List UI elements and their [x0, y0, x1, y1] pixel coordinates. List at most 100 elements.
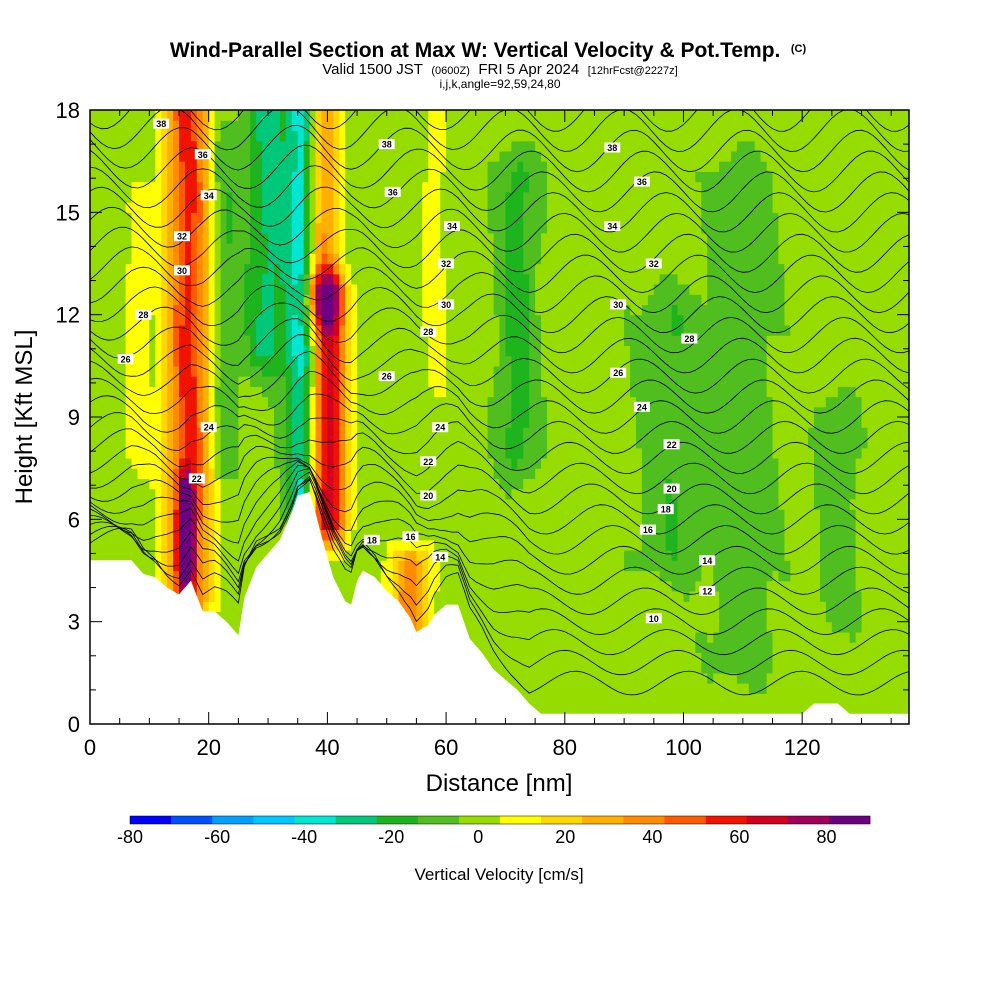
heat-cell [493, 529, 501, 541]
heat-cell [707, 560, 714, 572]
heat-cell [641, 621, 649, 633]
heat-cell [190, 417, 198, 428]
heat-cell [885, 672, 892, 684]
heat-cell [131, 498, 138, 510]
heat-cell [606, 621, 613, 633]
heat-cell [837, 529, 845, 541]
heat-cell [475, 478, 483, 490]
heat-cell [742, 447, 750, 459]
heat-cell [748, 611, 756, 623]
heat-cell [618, 591, 625, 602]
heat-cell [612, 488, 619, 500]
heat-cell [529, 376, 536, 387]
heat-cell [784, 662, 791, 674]
heat-cell [618, 611, 625, 623]
heat-cell [867, 417, 874, 428]
heat-cell [891, 457, 898, 469]
heat-cell [339, 417, 346, 428]
heat-cell [820, 457, 827, 469]
heat-cell [885, 529, 892, 541]
heat-cell [315, 468, 322, 479]
heat-cell [244, 437, 251, 449]
heat-cell [487, 539, 495, 551]
heat-cell [392, 509, 400, 520]
heat-cell [719, 693, 726, 705]
heat-cell [689, 376, 696, 387]
heat-cell [333, 509, 340, 520]
heat-cell [784, 355, 791, 367]
heat-cell [630, 427, 637, 438]
heat-cell [665, 457, 673, 469]
heat-cell [422, 580, 429, 592]
heat-cell [766, 396, 774, 408]
heat-cell [101, 345, 109, 357]
heat-cell [570, 457, 578, 469]
heat-cell [588, 550, 595, 561]
heat-cell [452, 447, 459, 459]
heat-cell [558, 560, 566, 572]
heat-cell [636, 683, 643, 694]
heat-cell [837, 509, 845, 520]
heat-cell [285, 355, 293, 367]
heat-cell [404, 591, 411, 602]
heat-cell [434, 365, 441, 377]
heat-cell [368, 468, 376, 479]
heat-cell [469, 529, 477, 541]
heat-cell [861, 468, 868, 479]
heat-cell [588, 662, 595, 674]
heat-cell [576, 631, 584, 643]
heat-cell [630, 386, 637, 398]
heat-cell [677, 478, 684, 490]
heat-cell [861, 365, 868, 377]
heat-cell [600, 662, 607, 674]
heat-cell [535, 631, 542, 643]
heat-cell [618, 631, 625, 643]
heat-cell [244, 406, 251, 418]
heat-cell [535, 406, 542, 418]
heat-cell [541, 417, 548, 428]
heat-cell [327, 550, 334, 561]
heat-cell [695, 570, 702, 582]
heat-cell [547, 447, 554, 459]
heat-cell [707, 355, 714, 367]
heat-cell [713, 621, 720, 633]
heat-cell [588, 457, 595, 469]
heat-cell [202, 427, 210, 438]
heat-cell [327, 478, 334, 490]
heat-cell [624, 550, 631, 561]
heat-cell [226, 457, 233, 469]
heat-cell [772, 601, 779, 612]
heat-cell [416, 539, 423, 551]
heat-cell [357, 519, 364, 531]
heat-cell [879, 601, 886, 612]
heat-cell [173, 437, 180, 449]
heat-cell [101, 529, 109, 541]
heat-cell [677, 376, 684, 387]
heat-cell [564, 539, 572, 551]
heat-cell [196, 396, 204, 408]
heat-cell [689, 570, 696, 582]
heat-cell [440, 580, 447, 592]
heat-cell [588, 631, 595, 643]
heat-cell [671, 468, 679, 479]
heat-cell [463, 365, 471, 377]
heat-cell [861, 550, 868, 561]
heat-cell [701, 437, 708, 449]
heat-cell [564, 693, 572, 705]
heat-cell [279, 498, 287, 510]
heat-cell [529, 468, 536, 479]
heat-cell [535, 611, 542, 623]
heat-cell [558, 550, 566, 561]
heat-cell [386, 396, 394, 408]
heat-cell [808, 662, 815, 674]
heat-cell [736, 406, 744, 418]
heat-cell [179, 539, 186, 551]
heat-cell [351, 406, 358, 418]
heat-cell [250, 509, 257, 520]
heat-cell [588, 365, 595, 377]
heat-cell [820, 550, 827, 561]
heat-cell [748, 437, 756, 449]
heat-cell [523, 478, 530, 490]
heat-cell [754, 498, 762, 510]
heat-cell [784, 457, 791, 469]
